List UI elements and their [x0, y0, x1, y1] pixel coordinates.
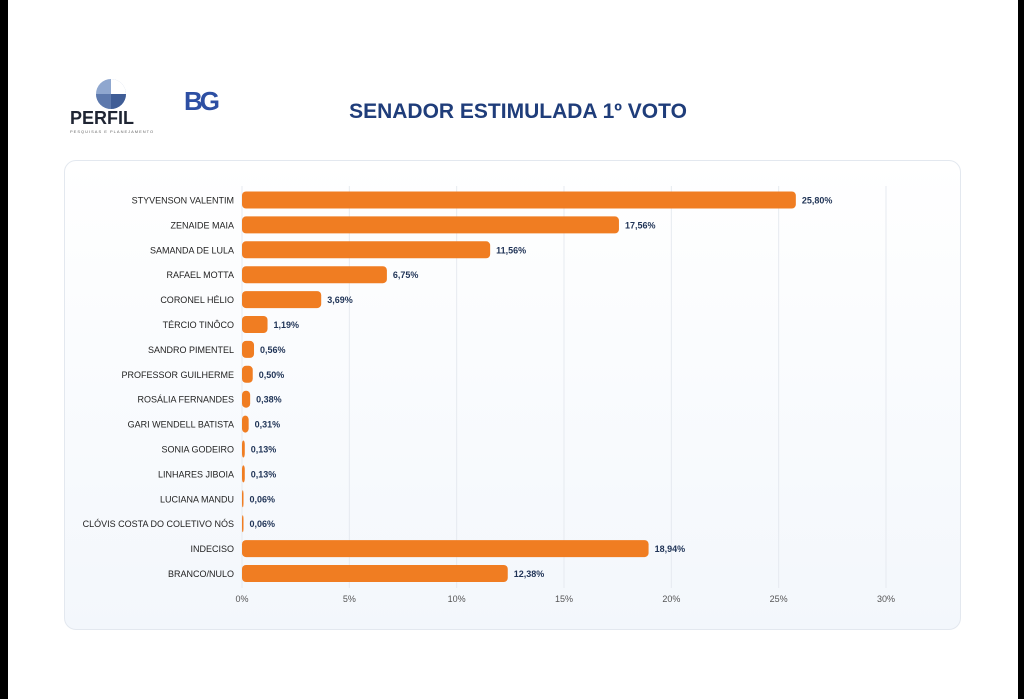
perfil-globe-icon	[96, 79, 126, 109]
x-tick-label: 0%	[235, 594, 248, 604]
category-label: TÉRCIO TINÔCO	[163, 320, 234, 330]
x-tick-label: 10%	[448, 594, 466, 604]
category-label: GARI WENDELL BATISTA	[128, 420, 234, 430]
category-label: ZENAIDE MAIA	[170, 220, 234, 230]
bar	[242, 565, 508, 582]
value-label: 0,38%	[256, 395, 282, 405]
bar	[242, 266, 387, 284]
bar	[242, 390, 251, 408]
category-label: ROSÁLIA FERNANDES	[137, 395, 234, 405]
bar	[242, 515, 244, 533]
x-tick-label: 25%	[770, 594, 788, 604]
chart-title: SENADOR ESTIMULADA 1º VOTO	[349, 100, 687, 123]
value-label: 0,06%	[250, 519, 276, 529]
value-label: 17,56%	[625, 220, 656, 230]
bar	[242, 440, 245, 458]
category-label: SONIA GODEIRO	[161, 445, 234, 455]
bar	[242, 340, 255, 358]
value-label: 0,13%	[251, 469, 277, 479]
category-label: STYVENSON VALENTIM	[132, 196, 234, 206]
perfil-wordmark: PERFIL	[70, 108, 135, 128]
bar	[242, 365, 253, 383]
bar	[242, 316, 268, 333]
x-tick-label: 30%	[877, 594, 895, 604]
value-label: 0,13%	[251, 445, 277, 455]
bar-chart: 0% 5% 10% 15% 20% 25% 30% STYVENSON VALENTIM 25,…	[83, 186, 895, 604]
value-label: 0,56%	[260, 345, 286, 355]
bar	[242, 291, 322, 309]
x-tick-label: 15%	[555, 594, 573, 604]
category-label: LINHARES JIBOIA	[158, 469, 234, 479]
bar	[242, 191, 796, 209]
bg-logo: BG	[184, 86, 220, 116]
value-label: 0,31%	[255, 420, 281, 430]
bar	[242, 216, 619, 234]
category-label: CORONEL HÉLIO	[160, 295, 234, 305]
value-label: 12,38%	[514, 569, 545, 579]
perfil-tagline: PESQUISAS E PLANEJAMENTO	[70, 129, 155, 134]
x-tick-label: 5%	[343, 594, 356, 604]
bar	[242, 465, 245, 483]
value-label: 0,06%	[250, 494, 276, 504]
category-label: SANDRO PIMENTEL	[148, 345, 234, 355]
bar	[242, 490, 244, 508]
value-label: 18,94%	[655, 544, 686, 554]
category-label: SAMANDA DE LULA	[150, 245, 234, 255]
bar	[242, 540, 649, 558]
category-label: RAFAEL MOTTA	[166, 270, 234, 280]
value-label: 6,75%	[393, 270, 419, 280]
value-label: 25,80%	[802, 196, 833, 206]
category-label: PROFESSOR GUILHERME	[121, 370, 234, 380]
page: PERFIL PESQUISAS E PLANEJAMENTO BG SENAD…	[8, 0, 1018, 699]
category-label: BRANCO/NULO	[168, 569, 234, 579]
value-label: 3,69%	[327, 295, 353, 305]
bar	[242, 415, 249, 433]
value-label: 1,19%	[274, 320, 300, 330]
x-tick-label: 20%	[662, 594, 680, 604]
bar	[242, 241, 491, 259]
category-label: LUCIANA MANDU	[160, 494, 234, 504]
perfil-logo: PERFIL PESQUISAS E PLANEJAMENTO	[68, 78, 158, 134]
category-label: INDECISO	[190, 544, 234, 554]
value-label: 11,56%	[496, 245, 526, 255]
value-label: 0,50%	[259, 370, 285, 380]
category-label: CLÓVIS COSTA DO COLETIVO NÓS	[83, 519, 234, 529]
